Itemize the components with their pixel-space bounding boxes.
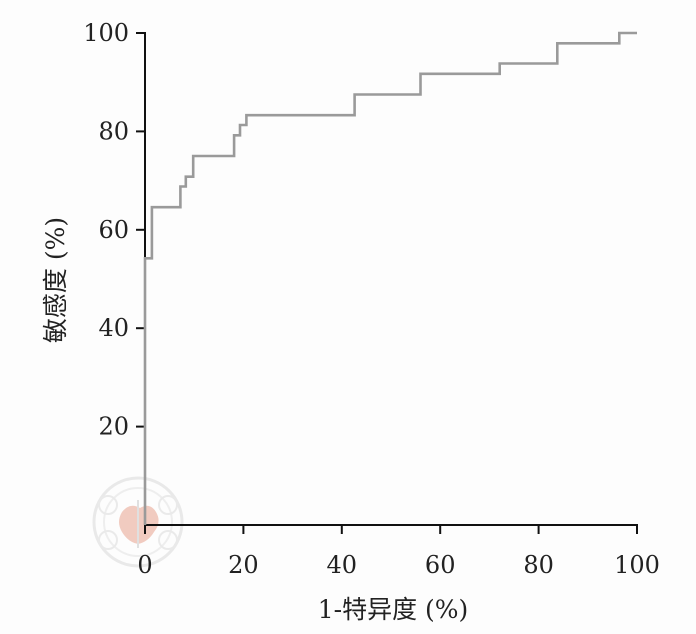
x-axis-title: 1-特异度 (%): [318, 595, 469, 624]
x-axis-ticks: 0 20 40 60 80 100: [137, 525, 660, 579]
y-tick-label: 100: [83, 19, 129, 47]
y-tick-label: 20: [98, 413, 129, 441]
x-tick-label: 80: [523, 551, 554, 579]
y-tick-label: 60: [98, 216, 129, 244]
y-axis-ticks: 20 40 60 80 100: [83, 19, 145, 441]
association-logo-watermark: [92, 476, 184, 568]
roc-curve-line: [143, 31, 637, 525]
y-tick-label: 80: [98, 117, 129, 145]
x-tick-label: 20: [228, 551, 259, 579]
x-tick-label: 100: [614, 551, 660, 579]
y-axis-title: 敏感度 (%): [41, 217, 70, 343]
x-tick-label: 0: [137, 551, 152, 579]
y-tick-label: 40: [98, 314, 129, 342]
x-tick-label: 60: [425, 551, 456, 579]
x-tick-label: 40: [327, 551, 358, 579]
